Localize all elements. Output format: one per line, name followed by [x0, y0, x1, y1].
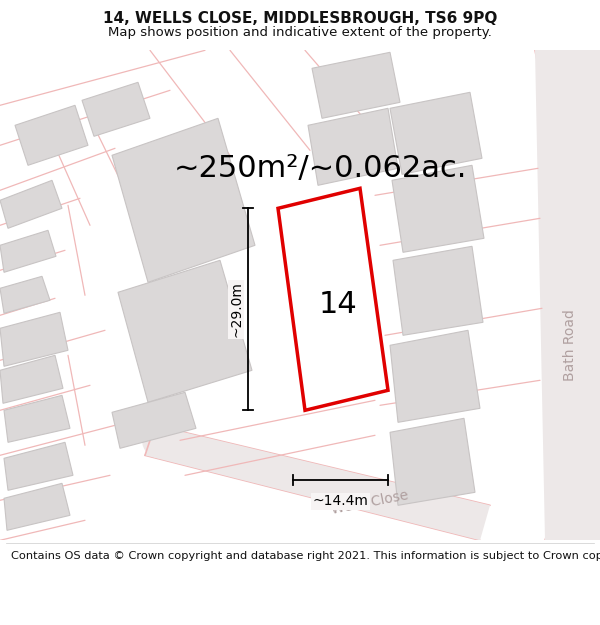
Polygon shape: [112, 392, 196, 448]
Polygon shape: [0, 180, 62, 228]
Text: Contains OS data © Crown copyright and database right 2021. This information is : Contains OS data © Crown copyright and d…: [11, 551, 600, 561]
Text: Bath Road: Bath Road: [563, 309, 577, 381]
Text: 14: 14: [319, 290, 357, 319]
Polygon shape: [308, 108, 398, 185]
Polygon shape: [0, 230, 56, 272]
Polygon shape: [0, 276, 50, 313]
Polygon shape: [112, 118, 255, 282]
Circle shape: [142, 422, 178, 458]
Polygon shape: [392, 165, 484, 252]
Text: ~250m²/~0.062ac.: ~250m²/~0.062ac.: [173, 154, 467, 182]
Polygon shape: [15, 105, 88, 165]
Polygon shape: [393, 246, 483, 335]
Polygon shape: [4, 483, 70, 530]
Polygon shape: [312, 52, 400, 118]
Polygon shape: [0, 355, 63, 403]
Polygon shape: [278, 188, 388, 410]
Text: ~29.0m: ~29.0m: [229, 281, 243, 338]
Text: ~14.4m: ~14.4m: [313, 494, 368, 508]
Polygon shape: [82, 82, 150, 136]
Polygon shape: [390, 92, 482, 174]
Polygon shape: [390, 330, 480, 422]
Text: Wells Close: Wells Close: [330, 488, 410, 517]
Polygon shape: [4, 396, 70, 442]
Polygon shape: [535, 50, 600, 540]
Polygon shape: [0, 312, 68, 366]
Polygon shape: [4, 442, 73, 490]
Polygon shape: [390, 418, 475, 505]
Polygon shape: [118, 260, 252, 402]
Polygon shape: [145, 425, 490, 540]
Text: 14, WELLS CLOSE, MIDDLESBROUGH, TS6 9PQ: 14, WELLS CLOSE, MIDDLESBROUGH, TS6 9PQ: [103, 11, 497, 26]
Text: Map shows position and indicative extent of the property.: Map shows position and indicative extent…: [108, 26, 492, 39]
